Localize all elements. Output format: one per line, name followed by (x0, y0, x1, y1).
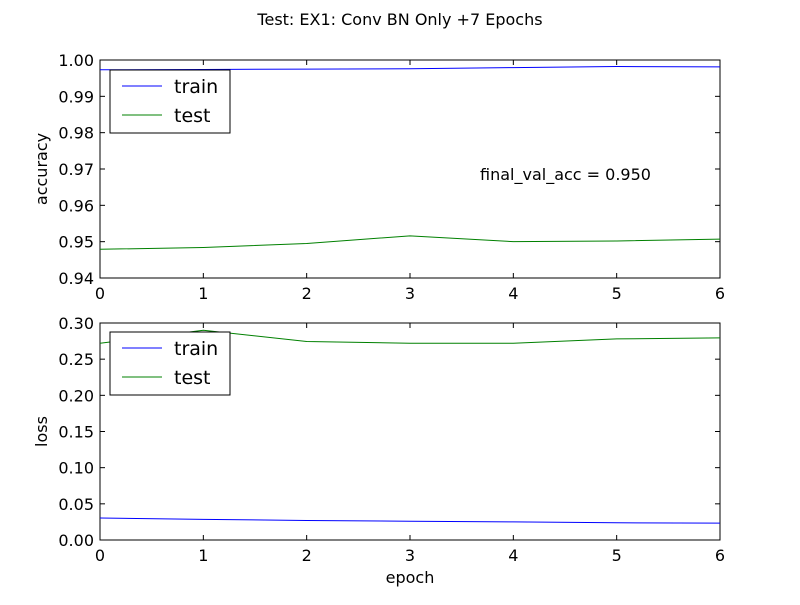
x-tick-label: 0 (95, 284, 105, 303)
y-tick-label: 0.99 (58, 87, 94, 106)
x-tick-label: 2 (302, 284, 312, 303)
legend-label-train: train (174, 338, 218, 360)
y-tick-label: 1.00 (58, 51, 94, 70)
legend: train test (109, 331, 231, 396)
x-tick-label: 1 (198, 546, 208, 565)
y-tick-label: 0.05 (58, 495, 94, 514)
legend-label-test: test (174, 367, 211, 389)
x-tick-label: 6 (715, 284, 725, 303)
legend-label-train: train (174, 76, 218, 98)
y-tick-label: 0.20 (58, 386, 94, 405)
x-tick-label: 3 (405, 284, 415, 303)
y-axis-label: accuracy (32, 133, 51, 205)
x-tick-label: 4 (508, 546, 518, 565)
x-tick-label: 3 (405, 546, 415, 565)
x-tick-label: 5 (612, 546, 622, 565)
x-tick-label: 6 (715, 546, 725, 565)
legend-box (109, 331, 231, 396)
y-tick-label: 0.30 (58, 314, 94, 333)
x-tick-label: 1 (198, 284, 208, 303)
subplots: 0 1 2 3 4 5 6 0.94 0.95 0.96 0.97 0.98 0.99 1.00 accur… (32, 51, 725, 587)
series-line-test (100, 329, 720, 344)
y-axis-label: loss (32, 416, 51, 447)
series-line-train (100, 517, 720, 524)
y-tick-label: 0.96 (58, 196, 94, 215)
y-tick-label: 0.15 (58, 423, 94, 442)
series-line-test (100, 235, 720, 250)
subplot-accuracy: 0 1 2 3 4 5 6 0.94 0.95 0.96 0.97 0.98 0.99 1.00 accur… (32, 51, 725, 303)
legend: train test (109, 69, 231, 134)
y-tick-label: 0.98 (58, 124, 94, 143)
legend-box (109, 69, 231, 134)
y-tick-label: 0.10 (58, 459, 94, 478)
x-tick-label: 4 (508, 284, 518, 303)
subplot-loss: 0 1 2 3 4 5 6 0.00 0.05 0.10 0.15 0.20 0.25 0.30 loss e… (32, 314, 725, 587)
y-tick-label: 0.97 (58, 160, 94, 179)
annotation-text: final_val_acc = 0.950 (480, 165, 651, 185)
y-tick-label: 0.00 (58, 531, 94, 550)
figure-title: Test: EX1: Conv BN Only +7 Epochs (256, 10, 542, 29)
x-tick-label: 2 (302, 546, 312, 565)
series-line-train (100, 66, 720, 71)
y-tick-label: 0.25 (58, 350, 94, 369)
legend-label-test: test (174, 105, 211, 127)
x-tick-label: 5 (612, 284, 622, 303)
y-tick-label: 0.94 (58, 269, 94, 288)
x-axis-label: epoch (386, 568, 435, 587)
y-tick-label: 0.95 (58, 233, 94, 252)
x-tick-label: 0 (95, 546, 105, 565)
